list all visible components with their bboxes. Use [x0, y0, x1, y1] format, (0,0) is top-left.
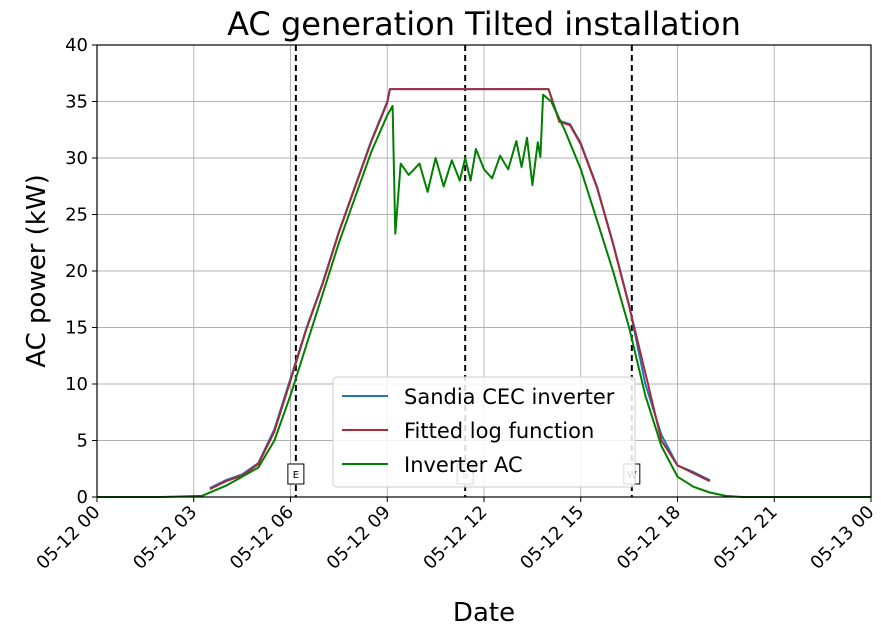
x-tick-label: 05-12 00: [32, 502, 104, 574]
legend-label: Sandia CEC inverter: [404, 385, 615, 409]
x-tick-label: 05-12 09: [323, 502, 395, 574]
legend-label: Inverter AC: [404, 453, 523, 477]
series-lines: [97, 88, 871, 498]
x-tick-label: 05-12 03: [129, 502, 201, 574]
x-tick-label: 05-12 12: [419, 502, 491, 574]
marker-label: E: [293, 470, 299, 481]
x-axis-label: Date: [453, 598, 515, 628]
legend: Sandia CEC inverter Fitted log function In…: [332, 376, 636, 488]
x-tick-label: 05-12 18: [613, 502, 685, 574]
y-tick-label: 25: [65, 205, 88, 226]
y-tick-label: 30: [65, 148, 88, 169]
y-tick-label: 0: [77, 487, 88, 508]
y-tick-label: 15: [65, 318, 88, 339]
series-line-3: [97, 93, 871, 498]
chart-title: AC generation Tilted installation: [227, 5, 741, 43]
x-ticks: 05-12 00 05-12 03 05-12 06 05-12 09 05-12 12…: [32, 497, 879, 574]
y-tick-label: 35: [65, 92, 88, 113]
y-ticks: 0 5 10 15 20 25 30 35 40: [65, 35, 97, 508]
x-tick-label: 05-12 06: [226, 502, 298, 574]
marker-box: [287, 463, 305, 485]
y-tick-label: 20: [65, 261, 88, 282]
x-tick-label: 05-12 21: [710, 502, 782, 574]
series-line-2: [209, 88, 711, 490]
x-tick-label: 05-13 00: [806, 502, 878, 574]
x-tick-label: 05-12 15: [516, 502, 588, 574]
legend-label: Fitted log function: [404, 419, 594, 443]
y-axis-label: AC power (kW): [22, 174, 52, 367]
y-tick-label: 10: [65, 374, 88, 395]
legend-box: [332, 376, 636, 488]
y-tick-label: 5: [77, 431, 88, 452]
y-tick-label: 40: [65, 35, 88, 56]
